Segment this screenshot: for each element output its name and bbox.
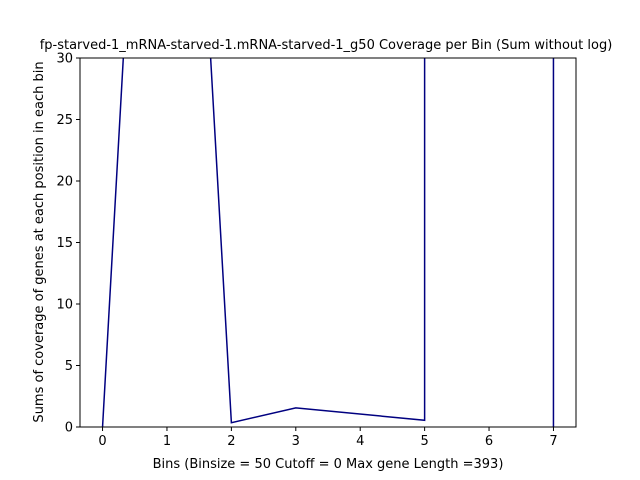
plot-frame [79,57,577,428]
y-tick-label: 15 [56,236,73,251]
x-axis-label: Bins (Binsize = 50 Cutoff = 0 Max gene L… [153,457,504,472]
x-tick-label: 4 [356,434,364,449]
x-tick-label: 2 [227,434,235,449]
y-tick-label: 30 [56,52,73,67]
y-tick-label: 5 [65,359,73,374]
x-tick-label: 6 [485,434,493,449]
y-tick-label: 25 [56,113,73,128]
x-tick-label: 7 [549,434,557,449]
x-tick-label: 3 [292,434,300,449]
x-tick-label: 1 [163,434,171,449]
x-axis: 0 1 2 3 4 5 6 7 [98,427,558,449]
y-axis: 0 5 10 15 20 25 30 [56,52,80,436]
y-axis-label: Sums of coverage of genes at each positi… [32,61,47,422]
series-line-0 [101,58,555,427]
y-tick-label: 0 [65,421,73,436]
y-tick-label: 20 [56,175,73,190]
x-tick-label: 5 [420,434,428,449]
plot-area [101,58,555,427]
chart-title: fp-starved-1_mRNA-starved-1.mRNA-starved… [40,38,613,53]
y-tick-label: 10 [56,298,73,313]
x-tick-label: 0 [98,434,106,449]
